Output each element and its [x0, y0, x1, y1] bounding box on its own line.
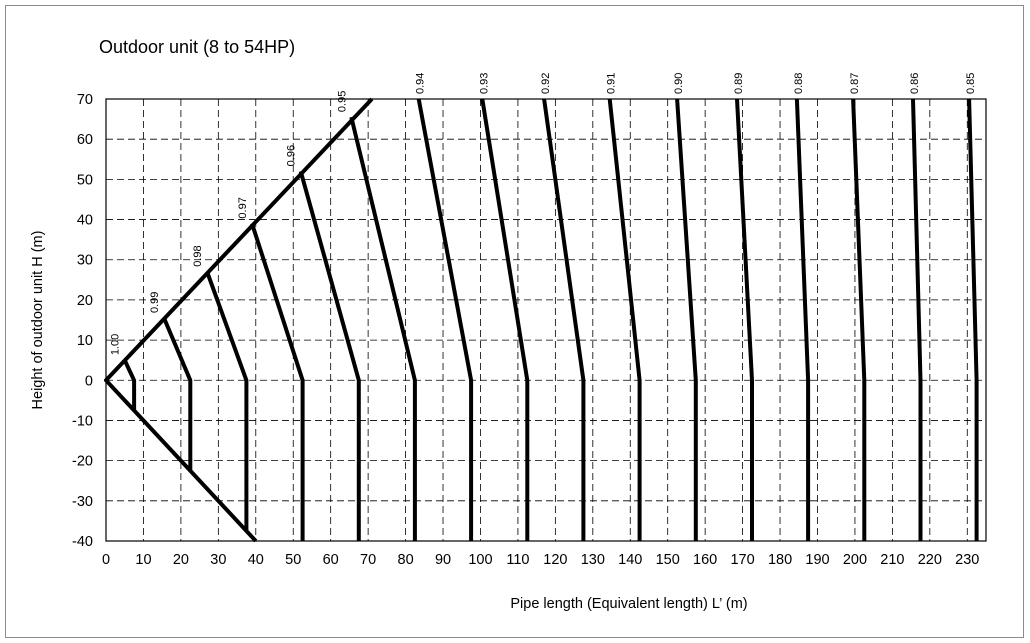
curve-label-0.85: 0.85 — [965, 73, 977, 94]
curve-labels: 1.00 0.99 0.98 0.97 0.96 0.95 0.94 0.93 0.92 0.91… — [110, 73, 977, 356]
x-tick-label: 190 — [805, 552, 829, 568]
series-line-0.90 — [677, 99, 696, 541]
x-tick-label: 100 — [468, 552, 492, 568]
curves — [106, 99, 977, 541]
x-tick-label: 80 — [398, 552, 414, 568]
y-tick-label: -20 — [72, 454, 93, 470]
series-line-0.92 — [544, 99, 583, 541]
series-line-0.97 — [252, 224, 303, 541]
curve-label-0.98: 0.98 — [192, 245, 204, 266]
y-tick-label: 40 — [77, 213, 93, 229]
curve-label-0.91: 0.91 — [606, 73, 618, 94]
x-tick-label: 130 — [581, 552, 605, 568]
y-tick-label: 0 — [85, 373, 93, 389]
curve-label-0.92: 0.92 — [540, 73, 552, 94]
x-tick-label: 60 — [323, 552, 339, 568]
series-line-0.96 — [301, 171, 359, 541]
boundary-line — [106, 99, 372, 541]
x-tick-label: 110 — [506, 552, 529, 568]
chart-title: Outdoor unit (8 to 54HP) — [99, 37, 295, 57]
x-tick-label: 150 — [656, 552, 680, 568]
x-tick-label: 40 — [248, 552, 264, 568]
x-tick-label: 70 — [360, 552, 376, 568]
y-tick-label: 60 — [77, 132, 93, 148]
curve-label-1.00: 1.00 — [110, 334, 122, 355]
y-tick-label: 30 — [77, 253, 93, 269]
y-tick-label: 20 — [77, 293, 93, 309]
series-line-0.98 — [207, 272, 246, 531]
curve-label-0.94: 0.94 — [415, 73, 427, 94]
series-line-0.86 — [913, 99, 921, 541]
x-tick-label: 140 — [618, 552, 642, 568]
x-tick-label: 230 — [955, 552, 979, 568]
series-line-0.85 — [969, 99, 977, 541]
y-tick-label: 70 — [77, 92, 93, 108]
x-axis-label: Pipe length (Equivalent length) L’ (m) — [510, 596, 747, 612]
y-tick-label: 50 — [77, 172, 93, 188]
curve-label-0.97: 0.97 — [237, 197, 249, 218]
x-tick-label: 210 — [880, 552, 904, 568]
curve-label-0.90: 0.90 — [673, 73, 685, 94]
curve-label-0.93: 0.93 — [478, 73, 490, 94]
curve-label-0.95: 0.95 — [336, 91, 348, 112]
series-line-0.88 — [797, 99, 808, 541]
curve-label-0.96: 0.96 — [286, 145, 298, 166]
y-axis-label: Height of outdoor unit H (m) — [30, 231, 46, 410]
curve-label-0.86: 0.86 — [909, 73, 921, 94]
curve-label-0.87: 0.87 — [849, 73, 861, 94]
series-line-0.94 — [419, 99, 471, 541]
x-tick-label: 170 — [730, 552, 754, 568]
x-tick-label: 20 — [173, 552, 189, 568]
y-tick-label: -40 — [72, 534, 93, 550]
x-tick-label: 180 — [768, 552, 792, 568]
x-tick-label: 200 — [843, 552, 867, 568]
series-line-0.91 — [610, 99, 640, 541]
curve-label-0.89: 0.89 — [733, 73, 745, 94]
series-line-0.89 — [737, 99, 752, 541]
x-tick-label: 220 — [918, 552, 942, 568]
x-tick-label: 90 — [435, 552, 451, 568]
x-tick-label: 10 — [135, 552, 151, 568]
x-tick-label: 160 — [693, 552, 717, 568]
curve-label-0.88: 0.88 — [793, 73, 805, 94]
y-tick-label: 10 — [77, 333, 93, 349]
x-tick-label: 0 — [102, 552, 110, 568]
y-tick-label: -10 — [72, 413, 93, 429]
y-tick-label: -30 — [72, 494, 93, 510]
x-tick-label: 30 — [210, 552, 226, 568]
x-tick-label: 50 — [285, 552, 301, 568]
x-tick-label: 120 — [543, 552, 567, 568]
curve-label-0.99: 0.99 — [149, 292, 161, 313]
series-line-0.93 — [482, 99, 527, 541]
